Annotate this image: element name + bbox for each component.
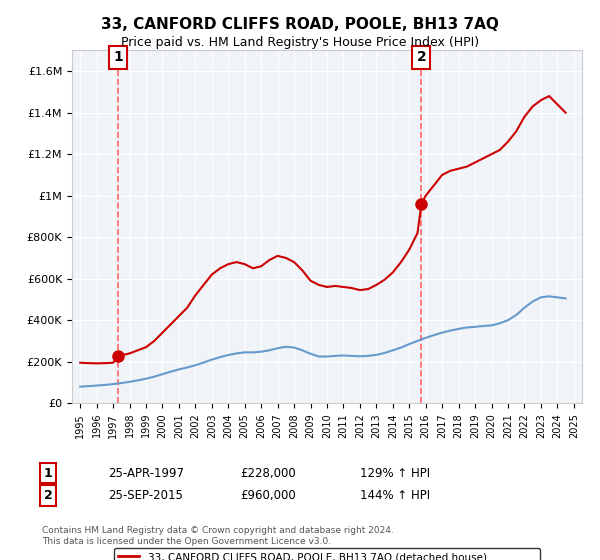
Text: 1: 1 (44, 466, 52, 480)
Text: £228,000: £228,000 (240, 466, 296, 480)
Text: Contains HM Land Registry data © Crown copyright and database right 2024.: Contains HM Land Registry data © Crown c… (42, 526, 394, 535)
Text: 25-APR-1997: 25-APR-1997 (108, 466, 184, 480)
Text: £960,000: £960,000 (240, 489, 296, 502)
Text: 144% ↑ HPI: 144% ↑ HPI (360, 489, 430, 502)
Text: 2: 2 (44, 489, 52, 502)
Text: This data is licensed under the Open Government Licence v3.0.: This data is licensed under the Open Gov… (42, 537, 331, 546)
Text: 1: 1 (113, 50, 123, 64)
Text: 33, CANFORD CLIFFS ROAD, POOLE, BH13 7AQ: 33, CANFORD CLIFFS ROAD, POOLE, BH13 7AQ (101, 17, 499, 32)
Text: 25-SEP-2015: 25-SEP-2015 (108, 489, 183, 502)
Text: Price paid vs. HM Land Registry's House Price Index (HPI): Price paid vs. HM Land Registry's House … (121, 36, 479, 49)
Text: 129% ↑ HPI: 129% ↑ HPI (360, 466, 430, 480)
Text: 2: 2 (416, 50, 427, 64)
Legend: 33, CANFORD CLIFFS ROAD, POOLE, BH13 7AQ (detached house), HPI: Average price, d: 33, CANFORD CLIFFS ROAD, POOLE, BH13 7AQ… (114, 548, 540, 560)
